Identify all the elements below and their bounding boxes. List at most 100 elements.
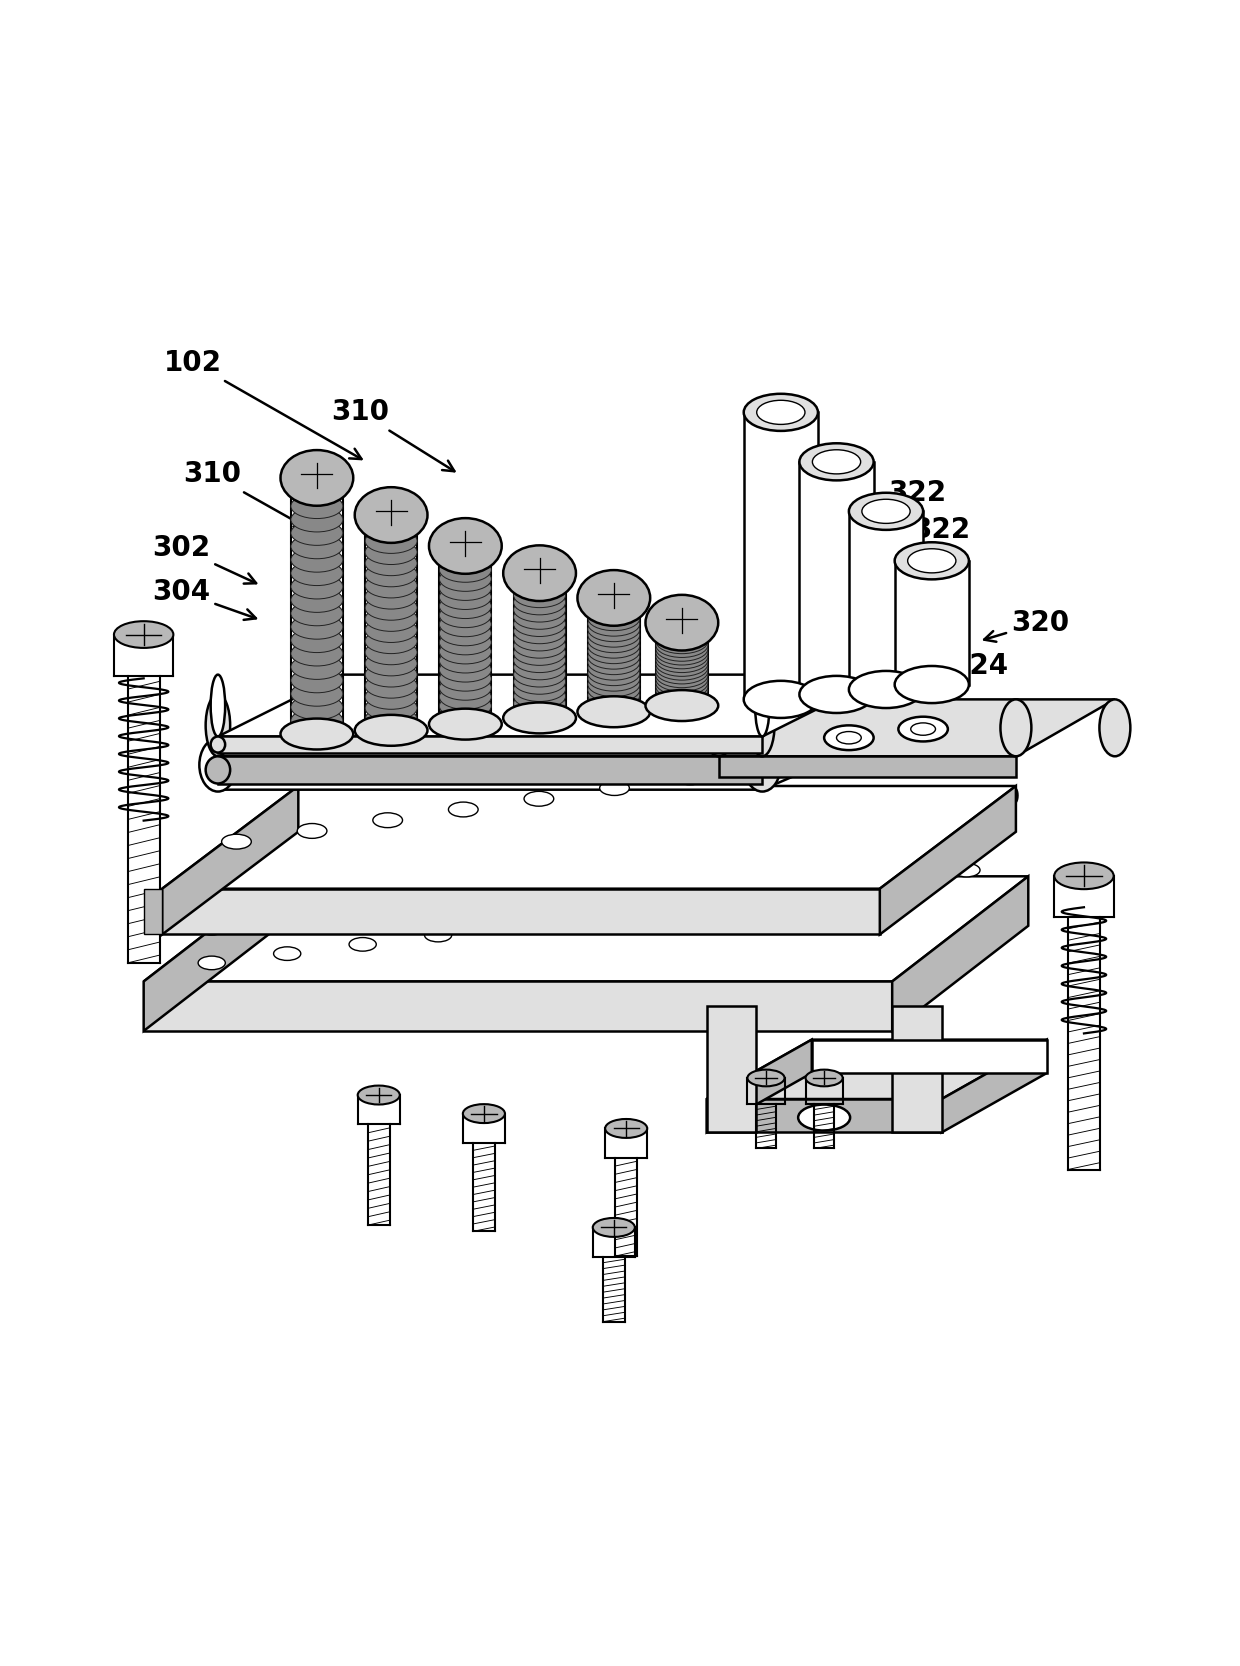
Text: 324: 324 bbox=[910, 651, 1008, 680]
Ellipse shape bbox=[365, 585, 417, 610]
Ellipse shape bbox=[291, 615, 343, 640]
Ellipse shape bbox=[291, 655, 343, 680]
Ellipse shape bbox=[291, 695, 343, 720]
Ellipse shape bbox=[513, 576, 565, 600]
Ellipse shape bbox=[365, 528, 417, 553]
Ellipse shape bbox=[355, 715, 428, 746]
Ellipse shape bbox=[656, 686, 708, 710]
Ellipse shape bbox=[825, 725, 874, 750]
Ellipse shape bbox=[513, 698, 565, 723]
Ellipse shape bbox=[656, 655, 708, 680]
Ellipse shape bbox=[588, 666, 640, 691]
Ellipse shape bbox=[651, 866, 678, 880]
Ellipse shape bbox=[588, 628, 640, 653]
Polygon shape bbox=[218, 736, 887, 790]
Ellipse shape bbox=[373, 813, 403, 828]
Ellipse shape bbox=[503, 545, 575, 601]
Ellipse shape bbox=[291, 561, 343, 585]
Ellipse shape bbox=[365, 640, 417, 665]
Polygon shape bbox=[941, 1040, 1047, 1133]
Ellipse shape bbox=[513, 663, 565, 686]
Ellipse shape bbox=[291, 535, 343, 558]
Ellipse shape bbox=[513, 676, 565, 701]
Ellipse shape bbox=[513, 605, 565, 630]
Ellipse shape bbox=[365, 628, 417, 653]
Ellipse shape bbox=[895, 541, 968, 580]
Ellipse shape bbox=[952, 863, 980, 876]
Ellipse shape bbox=[525, 791, 554, 806]
Ellipse shape bbox=[274, 946, 301, 960]
Ellipse shape bbox=[365, 628, 417, 653]
Ellipse shape bbox=[588, 661, 640, 686]
Ellipse shape bbox=[588, 645, 640, 670]
Text: 304: 304 bbox=[151, 578, 255, 620]
Ellipse shape bbox=[513, 626, 565, 651]
Ellipse shape bbox=[744, 393, 818, 431]
Ellipse shape bbox=[588, 611, 640, 636]
Ellipse shape bbox=[1054, 863, 1114, 890]
Ellipse shape bbox=[365, 663, 417, 686]
Ellipse shape bbox=[513, 590, 565, 615]
Polygon shape bbox=[719, 700, 1115, 756]
Ellipse shape bbox=[1001, 700, 1032, 756]
Ellipse shape bbox=[952, 828, 980, 843]
Ellipse shape bbox=[439, 548, 491, 573]
Ellipse shape bbox=[513, 611, 565, 636]
Ellipse shape bbox=[291, 601, 343, 626]
Ellipse shape bbox=[463, 1105, 505, 1123]
Text: 322: 322 bbox=[873, 516, 971, 555]
Ellipse shape bbox=[291, 655, 343, 680]
Ellipse shape bbox=[513, 648, 565, 673]
Ellipse shape bbox=[365, 673, 417, 698]
Ellipse shape bbox=[755, 675, 770, 736]
Ellipse shape bbox=[513, 670, 565, 695]
Ellipse shape bbox=[588, 671, 640, 696]
Ellipse shape bbox=[291, 506, 343, 531]
Ellipse shape bbox=[744, 738, 781, 791]
Ellipse shape bbox=[588, 616, 640, 641]
Text: 310: 310 bbox=[331, 398, 454, 471]
Ellipse shape bbox=[439, 685, 491, 710]
Ellipse shape bbox=[513, 583, 565, 608]
Ellipse shape bbox=[424, 928, 451, 941]
Ellipse shape bbox=[439, 593, 491, 618]
Ellipse shape bbox=[812, 450, 861, 473]
Ellipse shape bbox=[503, 703, 575, 733]
Ellipse shape bbox=[439, 576, 491, 600]
Ellipse shape bbox=[274, 913, 301, 926]
Polygon shape bbox=[162, 888, 880, 935]
Ellipse shape bbox=[588, 628, 640, 653]
Ellipse shape bbox=[756, 400, 805, 425]
Ellipse shape bbox=[365, 718, 417, 743]
Ellipse shape bbox=[365, 618, 417, 643]
Ellipse shape bbox=[365, 518, 417, 541]
Ellipse shape bbox=[588, 600, 640, 625]
Ellipse shape bbox=[656, 681, 708, 706]
Ellipse shape bbox=[656, 678, 708, 703]
Polygon shape bbox=[218, 695, 887, 756]
Polygon shape bbox=[893, 876, 1028, 1031]
Ellipse shape bbox=[439, 558, 491, 581]
Polygon shape bbox=[893, 1006, 941, 1133]
Ellipse shape bbox=[513, 576, 565, 600]
Ellipse shape bbox=[588, 655, 640, 680]
Ellipse shape bbox=[849, 493, 923, 530]
Ellipse shape bbox=[593, 1218, 635, 1236]
Ellipse shape bbox=[439, 640, 491, 665]
Ellipse shape bbox=[588, 645, 640, 670]
Ellipse shape bbox=[291, 575, 343, 600]
Ellipse shape bbox=[513, 641, 565, 665]
Ellipse shape bbox=[365, 573, 417, 598]
Ellipse shape bbox=[291, 721, 343, 746]
Ellipse shape bbox=[656, 666, 708, 691]
Ellipse shape bbox=[365, 540, 417, 565]
Ellipse shape bbox=[588, 693, 640, 718]
Ellipse shape bbox=[365, 696, 417, 720]
Ellipse shape bbox=[656, 651, 708, 676]
Ellipse shape bbox=[365, 518, 417, 541]
Ellipse shape bbox=[898, 716, 947, 741]
Polygon shape bbox=[895, 561, 968, 685]
Ellipse shape bbox=[727, 856, 754, 870]
Ellipse shape bbox=[365, 651, 417, 676]
Ellipse shape bbox=[439, 675, 491, 700]
